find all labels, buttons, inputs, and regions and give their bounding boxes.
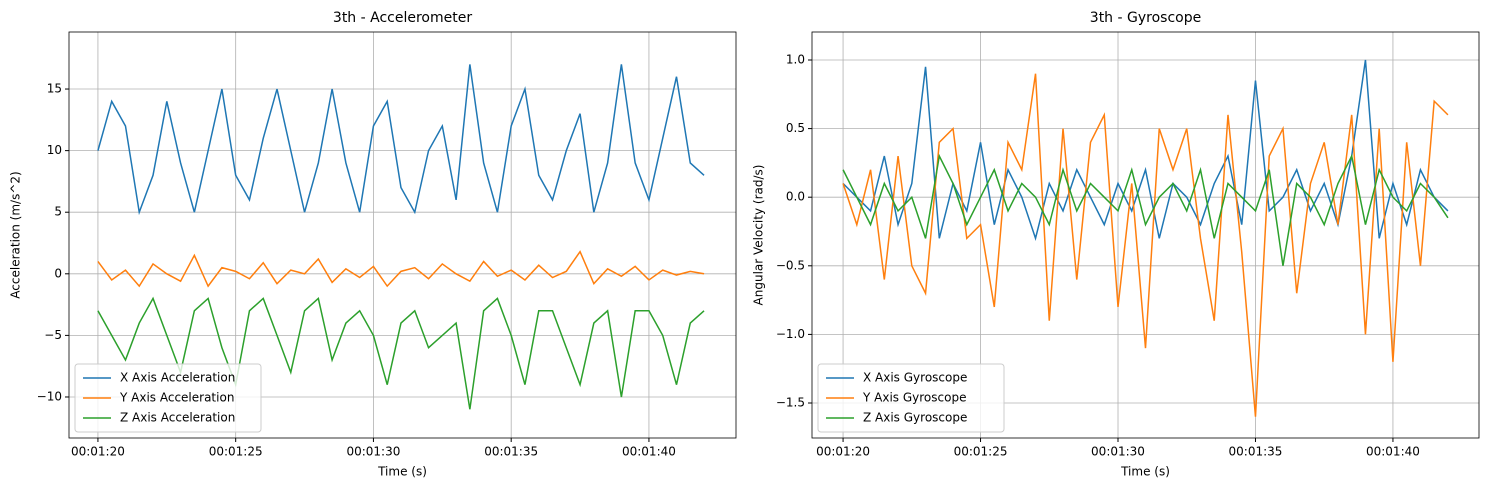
y-tick-label: −10 [37,389,62,403]
x-tick-label: 00:01:20 [816,445,870,459]
series-line [842,73,1449,417]
plot-frame [811,31,1480,439]
x-tick-label: 00:01:40 [1366,445,1420,459]
y-tick-label: 0.0 [786,190,805,204]
legend-label: Z Axis Gyroscope [863,411,967,425]
legend-box [817,363,1005,433]
legend-label: Y Axis Gyroscope [862,391,966,405]
x-tick-label: 00:01:25 [954,445,1008,459]
series-line [97,250,705,288]
subplot: 00:01:20 00:01:25 00:01:30 00:01:35 00:01:40… [9,10,737,479]
legend-label: Y Axis Acceleration [119,391,234,405]
x-tick-label: 00:01:25 [209,445,263,459]
y-tick-label: 1.0 [786,52,805,66]
y-axis-label: Acceleration (m/s^2) [9,171,23,298]
x-tick-label: 00:01:35 [484,445,538,459]
series-line [97,64,705,216]
y-tick-label: 0.5 [786,121,805,135]
chart-title: 3th - Gyroscope [1090,10,1201,26]
legend-label: X Axis Acceleration [120,371,235,385]
x-tick-label: 00:01:30 [1091,445,1145,459]
y-tick-label: 5 [54,205,62,219]
x-tick-label: 00:01:20 [71,445,125,459]
y-tick-label: −1.0 [776,327,805,341]
chart-title: 3th - Accelerometer [333,10,472,26]
plot-frame [68,31,737,439]
y-tick-label: −1.5 [776,396,805,410]
x-axis-label: Time (s) [377,465,427,479]
y-tick-label: −5 [44,328,62,342]
subplot: 00:01:20 00:01:25 00:01:30 00:01:35 00:01:40… [752,10,1480,479]
legend-box [74,363,262,433]
series-line [842,153,1449,266]
series-line [97,296,705,410]
legend-label: Z Axis Acceleration [120,411,235,425]
x-tick-label: 00:01:35 [1229,445,1283,459]
y-axis-label: Angular Velocity (rad/s) [752,165,766,306]
y-tick-label: 10 [47,143,62,157]
x-tick-label: 00:01:30 [346,445,400,459]
y-tick-label: −0.5 [776,258,805,272]
series-line [842,59,1449,242]
y-tick-label: 15 [47,82,62,96]
y-tick-label: 0 [54,266,62,280]
legend-label: X Axis Gyroscope [863,371,967,385]
x-axis-label: Time (s) [1120,465,1170,479]
x-tick-label: 00:01:40 [622,445,676,459]
